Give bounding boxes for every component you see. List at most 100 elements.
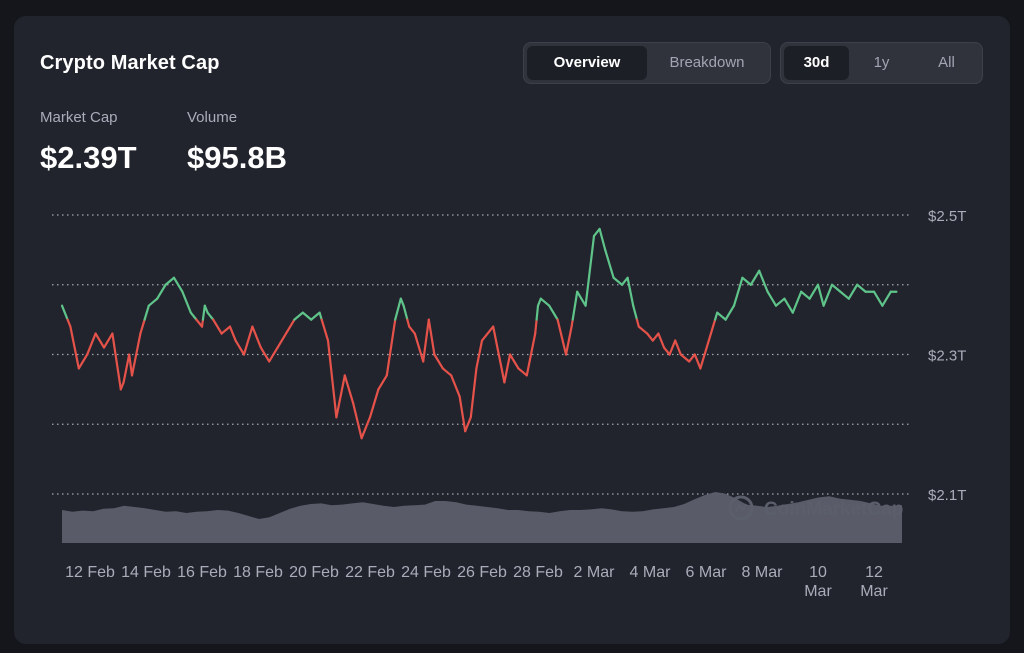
price-segment-6-0 — [111, 332, 122, 391]
price-segment-17-0 — [189, 311, 198, 321]
x-tick-label-12: 8 Mar — [742, 564, 784, 581]
price-segment-22-0 — [212, 318, 223, 335]
price-segment-60-0 — [503, 353, 512, 384]
price-segment-96-0 — [749, 269, 761, 286]
price-segment-58-0 — [480, 325, 495, 342]
price-segment-80-0 — [637, 325, 649, 335]
price-segment-42-0 — [377, 374, 388, 391]
price-segment-29-0 — [268, 346, 279, 363]
price-segment-68-0 — [556, 318, 568, 356]
price-segment-48-0 — [413, 332, 425, 363]
x-tick-label-5: 22 Feb — [345, 564, 395, 581]
volume-label: Volume — [187, 109, 238, 126]
price-segment-61-0 — [508, 353, 520, 370]
tab-overview[interactable]: Overview — [527, 46, 647, 80]
price-segment-107-0 — [839, 290, 850, 300]
price-segment-50-0 — [427, 318, 436, 356]
x-tick-label-9: 2 Mar — [574, 564, 616, 581]
gridlines — [52, 214, 910, 495]
price-segment-71-0 — [576, 290, 587, 307]
price-segment-25-0 — [234, 339, 246, 356]
y-tick-label-2: $2.1T — [928, 487, 966, 504]
price-segment-2-0 — [77, 353, 89, 370]
price-segment-90-0 — [699, 339, 710, 370]
price-segment-75-0 — [604, 248, 615, 279]
price-segment-14-0 — [164, 276, 176, 286]
y-tick-label-0: $2.5T — [928, 208, 966, 225]
price-segment-74-0 — [598, 227, 607, 251]
x-tick-label-4: 20 Feb — [289, 564, 339, 581]
price-segment-64-1 — [535, 304, 540, 321]
price-segment-4-0 — [94, 332, 106, 349]
volume-area — [62, 492, 902, 543]
price-segment-40-0 — [360, 416, 372, 440]
coinmarketcap-logo-icon — [728, 495, 754, 521]
price-segment-47-0 — [408, 325, 416, 335]
price-segment-11-1 — [143, 304, 150, 321]
price-segment-15-0 — [172, 276, 184, 293]
price-segment-84-0 — [662, 346, 671, 356]
price-line — [60, 227, 898, 440]
price-segment-37-0 — [335, 374, 346, 419]
price-segment-79-0 — [632, 304, 639, 321]
price-segment-20-0 — [203, 304, 209, 314]
price-segment-8-0 — [122, 353, 131, 384]
price-segment-62-0 — [517, 367, 528, 377]
price-segment-23-0 — [220, 325, 232, 335]
coinmarketcap-watermark: CoinMarketCap — [728, 495, 903, 521]
price-segment-63-0 — [525, 332, 537, 377]
price-segment-34-0 — [310, 311, 321, 321]
price-segment-100-0 — [783, 297, 794, 314]
price-segment-27-0 — [251, 325, 262, 349]
price-segment-0-1 — [66, 318, 72, 328]
price-segment-88-0 — [688, 353, 696, 363]
range-toggle: 30d 1y All — [780, 42, 983, 84]
price-segment-64-0 — [534, 318, 538, 335]
x-tick-label-0: 12 Feb — [65, 564, 115, 581]
tab-breakdown[interactable]: Breakdown — [669, 54, 745, 71]
price-segment-53-0 — [450, 374, 461, 398]
price-segment-1-0 — [69, 325, 80, 370]
price-segment-35-0 — [318, 311, 323, 321]
view-toggle: Overview Breakdown — [523, 42, 771, 84]
price-segment-45-0 — [399, 297, 405, 307]
price-segment-104-0 — [816, 283, 825, 307]
market-cap-value: $2.39T — [40, 140, 137, 175]
price-segment-66-0 — [539, 297, 551, 307]
price-segment-46-1 — [406, 318, 411, 328]
volume-value: $95.8B — [187, 140, 287, 175]
price-segment-85-0 — [668, 339, 677, 356]
price-segment-79-1 — [635, 318, 640, 328]
price-segment-59-0 — [492, 325, 506, 384]
price-segment-12-0 — [147, 297, 159, 307]
volume-area-layer — [62, 492, 902, 543]
range-1y[interactable]: 1y — [873, 54, 890, 71]
x-tick-label-2: 16 Feb — [177, 564, 227, 581]
price-segment-109-0 — [856, 283, 867, 293]
price-segment-54-0 — [458, 395, 467, 433]
range-30d[interactable]: 30d — [784, 46, 849, 80]
y-axis-labels: $2.5T $2.3T $2.1T — [928, 208, 966, 504]
price-segment-10-0 — [130, 332, 142, 377]
price-segment-51-0 — [433, 353, 444, 370]
price-segment-56-0 — [469, 367, 478, 419]
x-tick-label-13: 10 Mar — [804, 564, 832, 600]
price-segment-106-0 — [830, 283, 842, 293]
price-segment-81-0 — [646, 332, 654, 342]
x-axis-labels: 12 Feb 14 Feb 16 Feb 18 Feb 20 Feb 22 Feb 24 F… — [65, 564, 888, 600]
price-segment-78-0 — [626, 276, 635, 307]
card-title: Crypto Market Cap — [40, 52, 220, 74]
y-tick-label-1: $2.3T — [928, 348, 966, 365]
price-segment-91-0 — [707, 318, 717, 342]
price-segment-99-0 — [774, 297, 786, 307]
price-segment-39-0 — [352, 402, 363, 440]
price-segment-19-0 — [200, 318, 205, 328]
price-segment-13-0 — [156, 283, 167, 300]
x-tick-label-10: 4 Mar — [630, 564, 672, 581]
price-segment-43-0 — [385, 318, 397, 377]
range-all[interactable]: All — [938, 54, 955, 71]
price-segment-108-0 — [847, 283, 859, 300]
price-segment-33-0 — [301, 311, 313, 321]
price-segment-111-0 — [872, 290, 884, 307]
